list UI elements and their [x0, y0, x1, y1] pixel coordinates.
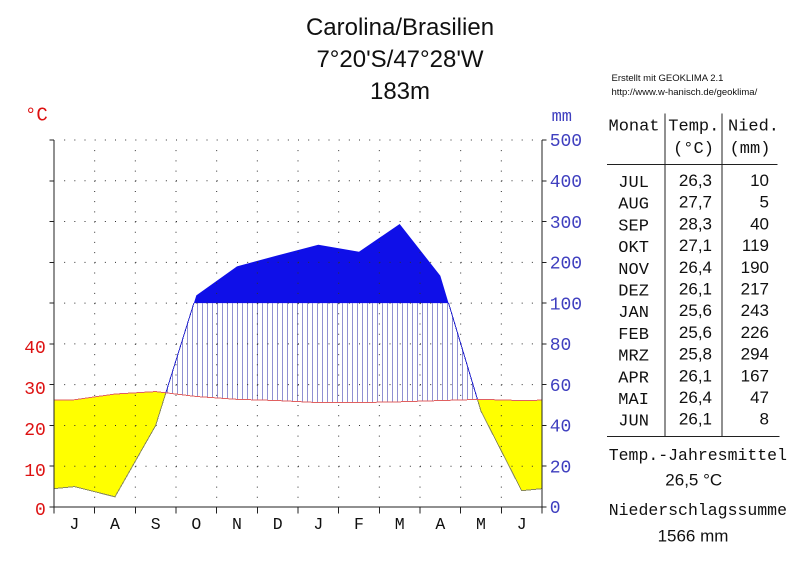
svg-text:Temp.-Jahresmittel: Temp.-Jahresmittel: [609, 446, 787, 465]
svg-text:°C: °C: [25, 105, 48, 127]
svg-text:DEZ: DEZ: [618, 283, 649, 302]
svg-text:25,6: 25,6: [679, 323, 712, 342]
svg-text:(mm): (mm): [730, 140, 771, 159]
svg-text:26,4: 26,4: [679, 388, 712, 407]
svg-text:190: 190: [741, 258, 769, 277]
svg-text:80: 80: [550, 336, 572, 356]
svg-text:J: J: [69, 515, 79, 534]
svg-text:Monat: Monat: [609, 118, 660, 137]
svg-text:D: D: [273, 515, 283, 534]
svg-text:167: 167: [741, 366, 769, 385]
svg-text:10: 10: [24, 462, 46, 482]
svg-text:26,1: 26,1: [679, 280, 712, 299]
svg-text:8: 8: [760, 410, 769, 429]
svg-text:25,6: 25,6: [679, 301, 712, 320]
svg-text:7°20'S/47°28'W: 7°20'S/47°28'W: [316, 46, 483, 73]
svg-text:26,1: 26,1: [679, 366, 712, 385]
svg-text:27,7: 27,7: [679, 193, 712, 212]
svg-text:APR: APR: [618, 369, 649, 388]
svg-text:SEP: SEP: [618, 217, 649, 236]
svg-text:60: 60: [550, 377, 572, 397]
svg-text:AUG: AUG: [618, 196, 649, 215]
svg-text:JAN: JAN: [618, 304, 649, 323]
svg-text:26,5 °C: 26,5 °C: [665, 471, 722, 490]
svg-text:MAI: MAI: [618, 391, 649, 410]
svg-text:30: 30: [24, 380, 46, 400]
svg-text:JUL: JUL: [618, 174, 649, 193]
svg-text:300: 300: [550, 214, 582, 234]
svg-text:Niederschlagssumme: Niederschlagssumme: [609, 501, 787, 520]
svg-text:OKT: OKT: [618, 239, 649, 258]
svg-text:J: J: [313, 515, 323, 534]
svg-text:183m: 183m: [370, 78, 430, 105]
svg-text:119: 119: [742, 236, 769, 255]
svg-text:26,1: 26,1: [679, 410, 712, 429]
svg-text:A: A: [435, 515, 445, 534]
svg-text:47: 47: [750, 388, 769, 407]
svg-text:5: 5: [760, 193, 769, 212]
svg-text:400: 400: [550, 173, 582, 193]
svg-text:A: A: [110, 515, 120, 534]
svg-text:26,3: 26,3: [679, 171, 712, 190]
svg-text:S: S: [151, 515, 161, 534]
svg-text:100: 100: [550, 295, 582, 315]
svg-text:Carolina/Brasilien: Carolina/Brasilien: [306, 14, 494, 41]
svg-text:JUN: JUN: [618, 413, 649, 432]
svg-text:226: 226: [741, 323, 769, 342]
svg-text:40: 40: [24, 339, 46, 359]
svg-text:N: N: [232, 515, 242, 534]
svg-text:J: J: [517, 515, 527, 534]
svg-text:20: 20: [550, 458, 572, 478]
svg-text:294: 294: [741, 345, 769, 364]
svg-text:FEB: FEB: [618, 326, 649, 345]
svg-text:500: 500: [550, 132, 582, 152]
svg-text:M: M: [476, 515, 486, 534]
svg-text:O: O: [191, 515, 201, 534]
svg-text:(°C): (°C): [673, 140, 714, 159]
svg-text:20: 20: [24, 421, 46, 441]
svg-text:1566 mm: 1566 mm: [658, 527, 729, 546]
svg-text:27,1: 27,1: [679, 236, 712, 255]
svg-text:40: 40: [550, 418, 572, 438]
svg-text:Temp.: Temp.: [668, 118, 719, 137]
svg-text:25,8: 25,8: [679, 345, 712, 364]
svg-text:mm: mm: [552, 108, 572, 127]
svg-text:217: 217: [741, 280, 769, 299]
svg-text:28,3: 28,3: [679, 214, 712, 233]
svg-text:NOV: NOV: [618, 261, 649, 280]
svg-text:0: 0: [550, 499, 561, 519]
svg-text:26,4: 26,4: [679, 258, 712, 277]
svg-text:243: 243: [741, 301, 769, 320]
svg-text:M: M: [395, 515, 405, 534]
svg-text:40: 40: [750, 214, 769, 233]
svg-text:Erstellt mit GEOKLIMA 2.1: Erstellt mit GEOKLIMA 2.1: [612, 73, 724, 84]
svg-text:MRZ: MRZ: [618, 348, 649, 367]
svg-text:200: 200: [550, 255, 582, 275]
svg-text:Nied.: Nied.: [728, 118, 779, 137]
svg-text:http://www.w-hanisch.de/geokli: http://www.w-hanisch.de/geoklima/: [612, 87, 758, 98]
svg-text:10: 10: [750, 171, 769, 190]
svg-text:0: 0: [35, 501, 46, 521]
svg-text:F: F: [354, 515, 364, 534]
